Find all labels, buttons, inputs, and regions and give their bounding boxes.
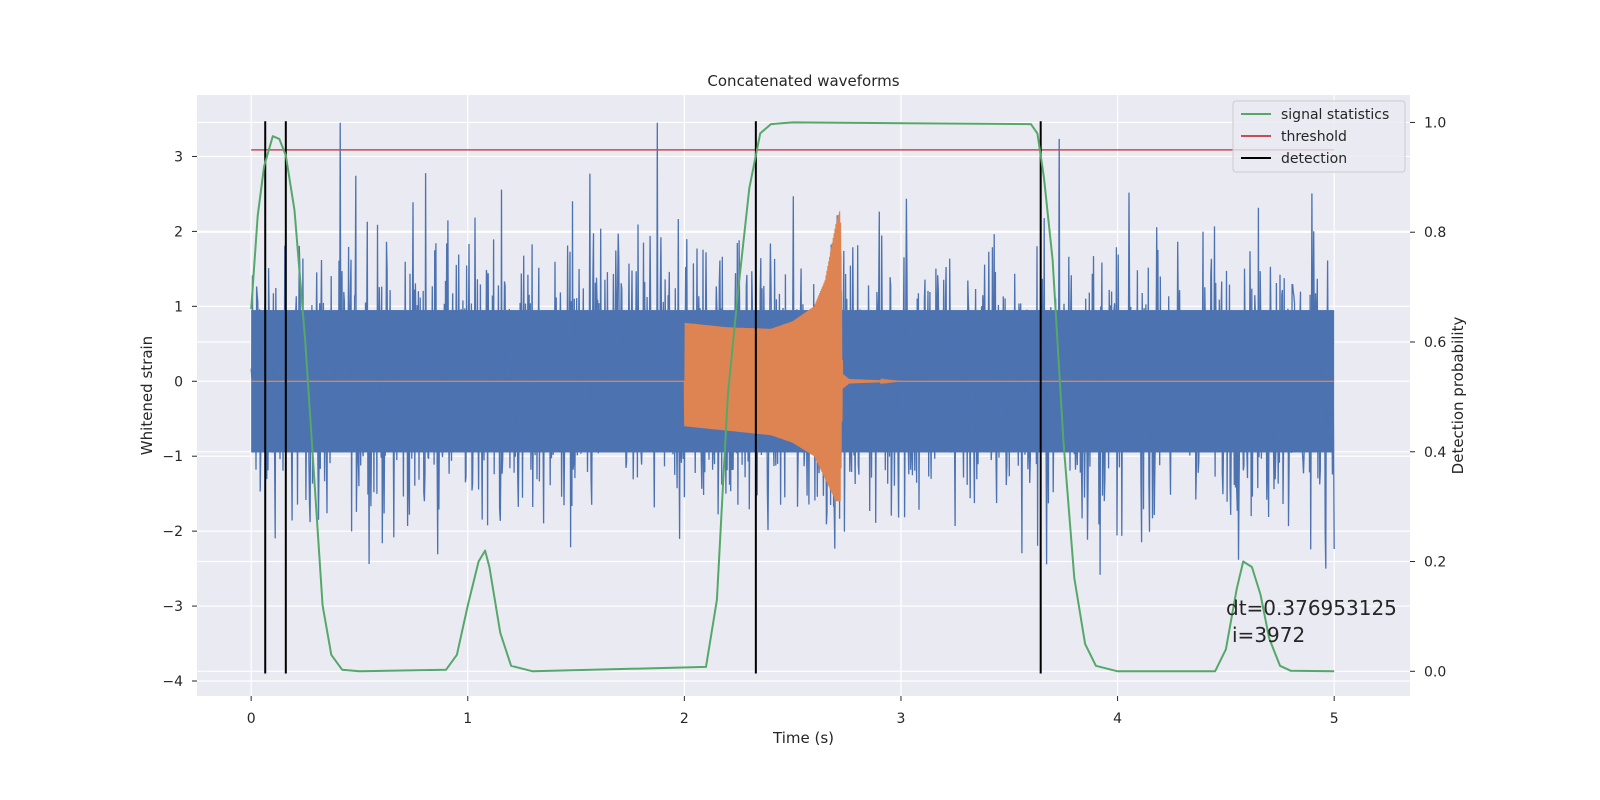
legend-box bbox=[1232, 100, 1406, 173]
y-tick-label-right: 1.0 bbox=[1424, 115, 1446, 131]
y-tick-label-left: 2 bbox=[174, 224, 183, 240]
waveform-line bbox=[251, 211, 1335, 502]
y-tick-label-left: 1 bbox=[174, 299, 183, 315]
y-tick-label-right: 0.0 bbox=[1424, 664, 1446, 680]
detection-series bbox=[264, 121, 1042, 674]
y-tick-label-right: 0.4 bbox=[1424, 445, 1446, 461]
y-tick-label-left: −4 bbox=[162, 674, 183, 690]
x-tick-label: 2 bbox=[680, 711, 689, 727]
legend-label: threshold bbox=[1281, 129, 1347, 145]
y-axis-label-right: Detection probability bbox=[1449, 317, 1467, 475]
annotation-dt: dt=0.376953125 bbox=[1226, 596, 1397, 620]
y-axis-label-left: Whitened strain bbox=[138, 336, 156, 455]
x-tick-label: 1 bbox=[463, 711, 472, 727]
y-tick-label-right: 0.8 bbox=[1424, 225, 1446, 241]
axis-ticks: 0 1 2 3 4 5 −4 −3 −2 −1 0 1 2 3 0.0 0.2 0.4 0.6 0.8 1.0 bbox=[162, 115, 1446, 727]
x-tick-label: 5 bbox=[1330, 711, 1339, 727]
waveform-series bbox=[251, 211, 1335, 502]
signal-statistics-series bbox=[250, 121, 1335, 673]
y-tick-label-right: 0.2 bbox=[1424, 555, 1446, 571]
x-tick-label: 0 bbox=[247, 711, 256, 727]
y-tick-label-left: −2 bbox=[162, 524, 183, 540]
signal-statistics-line bbox=[250, 121, 1335, 673]
y-tick-label-left: −1 bbox=[162, 449, 183, 465]
legend-label: detection bbox=[1281, 151, 1347, 167]
y-tick-label-left: −3 bbox=[162, 599, 183, 615]
y-tick-label-left: 3 bbox=[174, 149, 183, 165]
x-tick-label: 3 bbox=[897, 711, 906, 727]
y-tick-label-right: 0.6 bbox=[1424, 335, 1446, 351]
x-tick-label: 4 bbox=[1113, 711, 1122, 727]
legend-label: signal statistics bbox=[1281, 107, 1389, 123]
annotation-i: i=3972 bbox=[1232, 623, 1305, 647]
y-tick-label-left: 0 bbox=[174, 374, 183, 390]
legend: signal statistics threshold detection bbox=[1232, 100, 1406, 173]
chart-title: Concatenated waveforms bbox=[707, 72, 899, 90]
x-axis-label: Time (s) bbox=[772, 729, 834, 747]
